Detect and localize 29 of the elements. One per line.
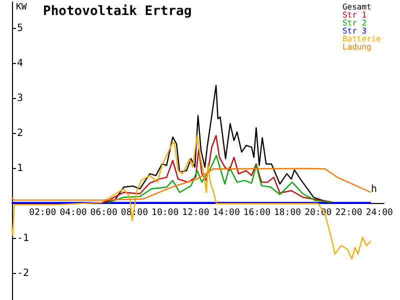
text: Batterie bbox=[342, 34, 382, 44]
y-tick-label: -2 bbox=[17, 268, 30, 280]
chart-title: Photovoltaik Ertrag bbox=[43, 4, 192, 19]
y-tick-label: 2 bbox=[17, 128, 24, 139]
x-tick-label: 18:00 bbox=[274, 208, 302, 218]
text: Gesamt bbox=[342, 2, 372, 12]
text: Str 2 bbox=[342, 18, 367, 28]
y-tick-label: -1 bbox=[17, 233, 30, 244]
x-tick-label: 10:00 bbox=[152, 208, 179, 218]
x-tick-label: 06:00 bbox=[90, 208, 118, 218]
x-tick-label: 12:00 bbox=[182, 208, 210, 218]
y-tick-label: 5 bbox=[17, 22, 24, 34]
line-series bbox=[104, 134, 332, 203]
text: Str 3 bbox=[342, 26, 367, 36]
y-axis-title: KW bbox=[16, 2, 28, 12]
y-tick-label: 4 bbox=[17, 58, 24, 69]
x-tick-label: 04:00 bbox=[60, 208, 87, 218]
annotation: h bbox=[370, 184, 378, 196]
text: Ladung bbox=[342, 42, 372, 52]
x-tick-label: 22:00 bbox=[335, 208, 362, 218]
text: Str 1 bbox=[342, 10, 367, 20]
line-series bbox=[100, 84, 334, 204]
line-series bbox=[107, 154, 332, 204]
x-tick-label: 24:00 bbox=[366, 208, 393, 218]
y-tick-label: 3 bbox=[17, 92, 24, 104]
x-tick-label: 16:00 bbox=[243, 208, 270, 218]
x-tick-label: 14:00 bbox=[212, 208, 240, 218]
x-tick-label: 02:00 bbox=[29, 208, 56, 218]
y-tick-label: 1 bbox=[17, 163, 24, 174]
